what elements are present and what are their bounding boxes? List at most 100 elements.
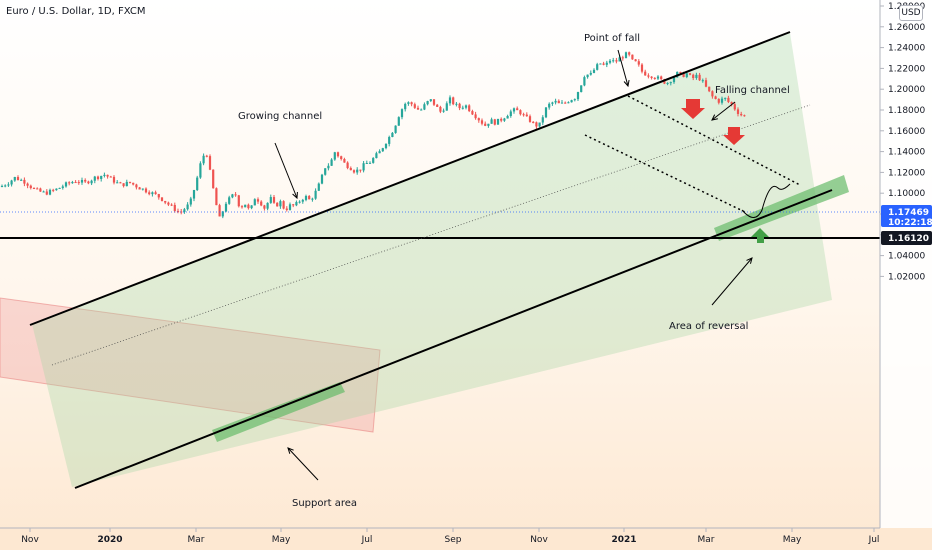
candle-body	[218, 205, 221, 217]
candle-body	[84, 179, 87, 182]
symbol-title: Euro / U.S. Dollar, 1D, FXCM	[6, 6, 146, 17]
candle-body	[736, 109, 740, 114]
candle-body	[141, 188, 144, 190]
candle-body	[432, 99, 436, 105]
candle-body	[388, 137, 391, 144]
growing-channel-arrow-head	[292, 191, 298, 200]
candle-body	[656, 76, 660, 79]
candle-body	[589, 72, 592, 75]
candle-body	[304, 196, 308, 200]
candle-body	[58, 187, 61, 189]
candle-body	[356, 169, 359, 173]
candle-body	[224, 203, 228, 212]
candle-body	[336, 152, 340, 157]
candle-body	[528, 116, 532, 122]
candle-body	[327, 165, 330, 169]
candle-body	[692, 74, 695, 79]
candle-body	[464, 105, 468, 108]
candle-body	[605, 62, 608, 65]
candle-body	[618, 57, 621, 62]
candle-body	[349, 168, 352, 171]
candle-body	[413, 104, 416, 108]
candle-body	[263, 205, 266, 209]
candle-body	[240, 206, 244, 208]
candle-body	[109, 176, 112, 178]
candle-body	[151, 192, 154, 195]
candle-body	[384, 143, 388, 149]
candle-body	[148, 192, 151, 195]
last-price-value: 1.17469	[888, 208, 929, 218]
support-area-arrow	[287, 447, 319, 481]
y-tick-label: 1.12000	[888, 168, 925, 178]
candle-body	[599, 63, 602, 65]
candle-body	[544, 107, 548, 118]
candle-body	[144, 188, 148, 193]
annotation-label: Falling channel	[715, 85, 790, 96]
falling-channel-upper	[627, 95, 801, 186]
candle-body	[196, 177, 199, 191]
candle-body	[420, 109, 423, 111]
candle-body	[612, 60, 615, 62]
candle-body	[93, 176, 96, 181]
candle-body	[445, 103, 448, 111]
candle-body	[173, 204, 176, 211]
x-tick-label: Mar	[698, 535, 715, 545]
currency-button[interactable]: USD	[899, 5, 923, 21]
red-arrow-icon	[723, 127, 745, 145]
candle-body	[436, 104, 439, 107]
candle-body	[119, 182, 122, 184]
candle-body	[237, 195, 240, 207]
candle-body	[71, 182, 74, 184]
candle-body	[560, 102, 564, 104]
annotation-label: Point of fall	[584, 33, 640, 44]
candle-body	[688, 73, 692, 75]
candle-body	[320, 174, 324, 184]
candle-body	[727, 97, 730, 102]
candle-body	[394, 125, 397, 133]
annotation-label: Support area	[292, 498, 357, 509]
candle-body	[468, 105, 471, 112]
candle-body	[621, 57, 624, 59]
candle-body	[266, 202, 269, 209]
candle-body	[519, 110, 522, 115]
candle-body	[10, 180, 13, 185]
candle-body	[487, 123, 490, 126]
projection-path	[741, 183, 791, 218]
candle-body	[186, 204, 189, 210]
falling-channel-arrow-head	[711, 114, 718, 121]
candle-body	[244, 204, 247, 208]
candle-body	[596, 64, 599, 70]
candle-body	[276, 202, 279, 207]
candle-body	[500, 118, 503, 121]
falling-channel-arrow	[711, 101, 736, 121]
annotation-label: Area of reversal	[669, 321, 748, 332]
candle-body	[484, 123, 487, 126]
candle-body	[68, 182, 71, 184]
candle-body	[391, 132, 394, 138]
candle-body	[685, 73, 688, 78]
candle-body	[477, 118, 480, 121]
candle-body	[0, 185, 4, 187]
candle-body	[455, 103, 458, 105]
candle-body	[260, 201, 263, 206]
candle-body	[637, 61, 640, 65]
candle-body	[452, 97, 455, 105]
candle-body	[295, 202, 298, 206]
candle-body	[64, 182, 68, 187]
candle-body	[298, 201, 301, 203]
candle-body	[416, 107, 420, 110]
candle-body	[397, 117, 400, 126]
candle-body	[522, 114, 525, 116]
candle-body	[740, 113, 743, 116]
candle-body	[733, 104, 736, 110]
candle-body	[653, 77, 656, 79]
candle-body	[631, 54, 634, 60]
candle-body	[160, 197, 164, 201]
candle-body	[442, 110, 445, 112]
candle-body	[711, 91, 714, 97]
candle-body	[112, 176, 116, 183]
x-tick-label: Mar	[188, 535, 205, 545]
candle-body	[580, 85, 583, 93]
